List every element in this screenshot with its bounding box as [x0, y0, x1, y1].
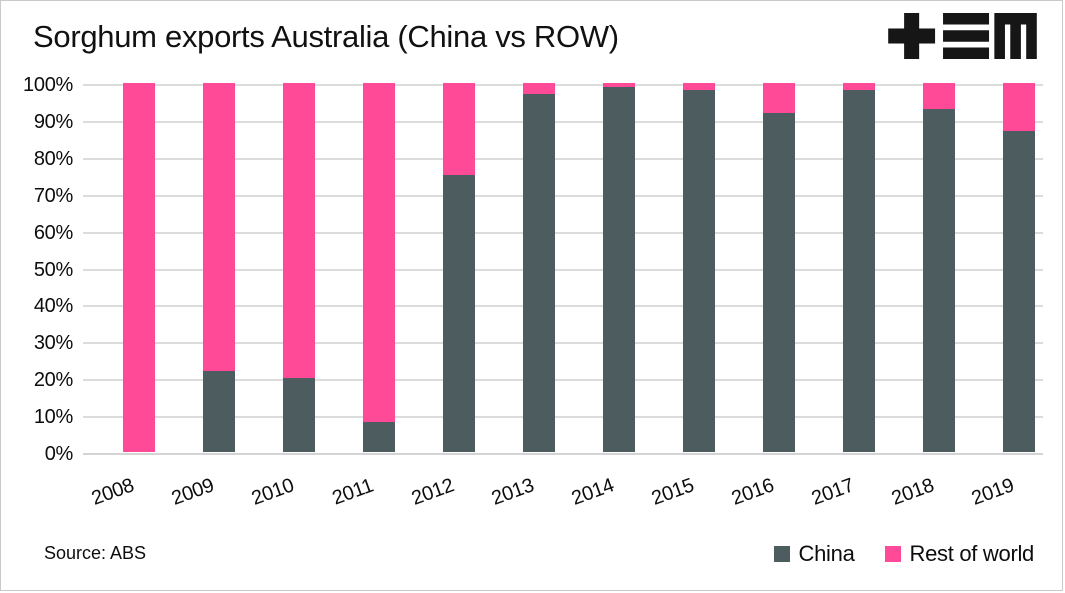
bar-segment-2012-china — [442, 175, 475, 452]
x-tick-label-2009: 2009 — [168, 474, 217, 510]
bar-group-2011 — [362, 83, 395, 452]
gridline-90 — [83, 120, 1043, 123]
y-tick-label-10: 10% — [33, 406, 73, 429]
gridline-100 — [83, 84, 1043, 86]
bar-segment-2017-rest-of-world — [842, 83, 875, 91]
tem-logo-icon — [888, 13, 1037, 59]
bar-segment-2019-china — [1002, 130, 1035, 452]
y-tick-label-70: 70% — [33, 184, 73, 207]
gridline-40 — [83, 305, 1043, 308]
bar-segment-2018-rest-of-world — [922, 83, 955, 109]
gridline-70 — [83, 194, 1043, 197]
bar-segment-2011-china — [362, 422, 395, 452]
y-tick-label-80: 80% — [33, 147, 73, 170]
x-tick-label-2008: 2008 — [88, 474, 137, 510]
chart-title: Sorghum exports Australia (China vs ROW) — [33, 19, 619, 54]
bar-group-2009 — [202, 83, 235, 452]
bar-segment-2011-rest-of-world — [362, 83, 395, 423]
bar-group-2010 — [282, 83, 315, 452]
bar-group-2017 — [842, 83, 875, 452]
gridline-30 — [83, 342, 1043, 345]
legend-item-china: China — [773, 541, 855, 567]
x-tick-label-2017: 2017 — [808, 474, 857, 510]
bar-segment-2010-china — [282, 378, 315, 452]
x-tick-label-2015: 2015 — [648, 474, 697, 510]
bar-group-2014 — [602, 83, 635, 452]
x-tick-label-2019: 2019 — [968, 474, 1017, 510]
x-tick-label-2018: 2018 — [888, 474, 937, 510]
y-tick-label-60: 60% — [33, 221, 73, 244]
bar-segment-2010-rest-of-world — [282, 83, 315, 379]
bar-segment-2015-china — [682, 90, 715, 452]
bar-segment-2017-china — [842, 90, 875, 452]
x-tick-label-2014: 2014 — [568, 474, 617, 510]
legend-label-china: China — [798, 541, 855, 566]
plus-icon — [888, 13, 936, 59]
y-tick-label-20: 20% — [33, 369, 73, 392]
bar-group-2012 — [442, 83, 475, 452]
gridline-80 — [83, 157, 1043, 160]
gridline-20 — [83, 379, 1043, 382]
y-tick-label-40: 40% — [33, 295, 73, 318]
bar-segment-2013-china — [522, 94, 555, 452]
legend-item-rest-of-world: Rest of world — [884, 541, 1035, 567]
legend-swatch-rest-of-world — [884, 546, 901, 562]
bar-group-2016 — [762, 83, 795, 452]
bar-segment-2009-rest-of-world — [202, 83, 235, 371]
x-tick-label-2010: 2010 — [248, 474, 297, 510]
bar-segment-2012-rest-of-world — [442, 83, 475, 176]
bar-segment-2016-rest-of-world — [762, 83, 795, 113]
bar-segment-2016-china — [762, 112, 795, 452]
legend-label-rest-of-world: Rest of world — [909, 541, 1035, 566]
m-icon — [994, 13, 1037, 59]
x-tick-label-2013: 2013 — [488, 474, 537, 510]
bar-group-2008 — [122, 83, 155, 452]
bar-segment-2015-rest-of-world — [682, 83, 715, 91]
x-tick-label-2016: 2016 — [728, 474, 777, 510]
gridline-0 — [83, 453, 1043, 455]
gridline-60 — [83, 231, 1043, 234]
bar-segment-2014-china — [602, 86, 635, 452]
gridline-50 — [83, 268, 1043, 271]
bar-segment-2014-rest-of-world — [602, 83, 635, 87]
y-tick-label-90: 90% — [33, 110, 73, 133]
y-tick-label-30: 30% — [33, 332, 73, 355]
y-tick-label-0: 0% — [44, 443, 74, 465]
bar-group-2019 — [1002, 83, 1035, 452]
bar-group-2013 — [522, 83, 555, 452]
x-tick-label-2012: 2012 — [408, 474, 457, 510]
bar-segment-2019-rest-of-world — [1002, 83, 1035, 131]
bar-group-2015 — [682, 83, 715, 452]
x-tick-label-2011: 2011 — [328, 474, 376, 510]
bar-segment-2009-china — [202, 370, 235, 452]
tem-logo — [885, 13, 1040, 59]
y-tick-label-50: 50% — [33, 258, 73, 281]
bar-segment-2008-rest-of-world — [122, 83, 155, 452]
legend-swatch-china — [773, 546, 790, 562]
legend: China Rest of world — [773, 541, 1035, 567]
bar-group-2018 — [922, 83, 955, 452]
equals-icon — [943, 13, 990, 59]
bar-segment-2013-rest-of-world — [522, 83, 555, 95]
gridline-10 — [83, 416, 1043, 419]
bar-segment-2018-china — [922, 108, 955, 452]
source-note: Source: ABS — [44, 543, 147, 563]
y-tick-label-100: 100% — [23, 74, 73, 96]
